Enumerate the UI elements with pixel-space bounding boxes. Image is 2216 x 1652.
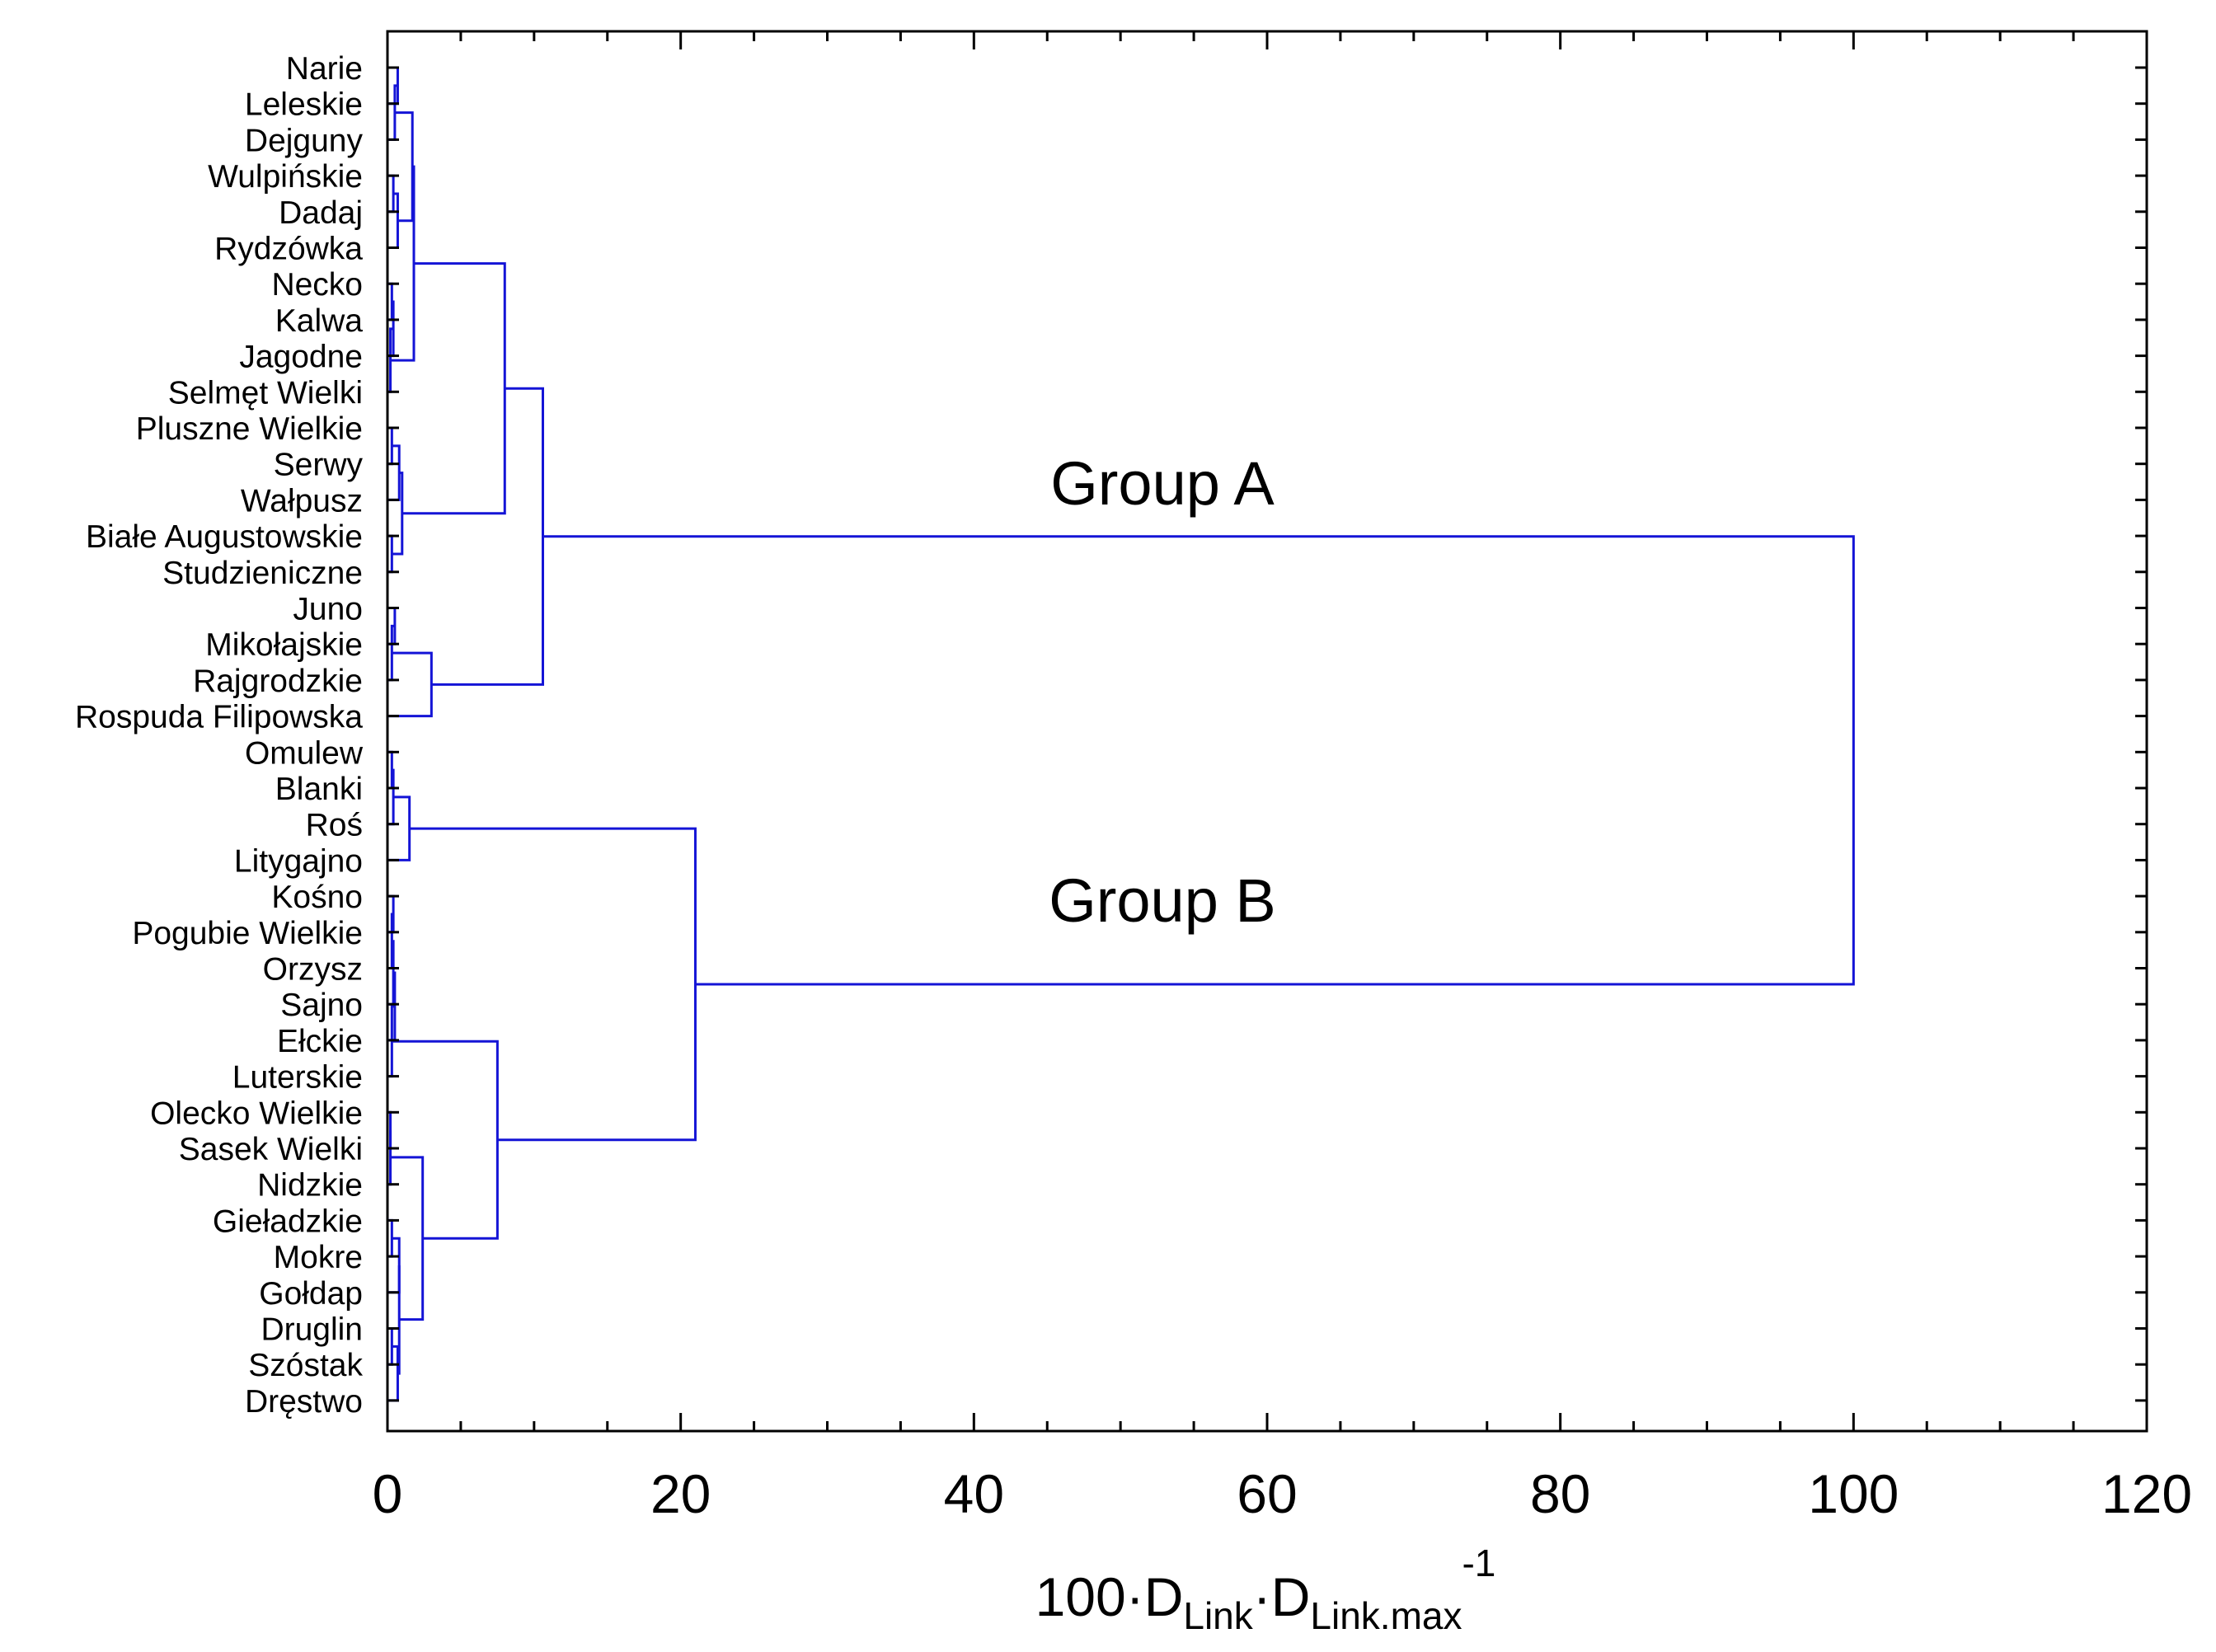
leaf-label: Gieładzkie bbox=[213, 1204, 363, 1239]
leaf-label: Blanki bbox=[275, 772, 363, 807]
leaf-label: Rydzówka bbox=[214, 232, 363, 267]
leaf-label: Dejguny bbox=[245, 123, 364, 158]
dendrogram-link bbox=[397, 1265, 401, 1375]
dendrogram-link bbox=[387, 795, 411, 861]
leaf-label: Pluszne Wielkie bbox=[136, 411, 363, 447]
leaf-label: Sasek Wielki bbox=[179, 1132, 363, 1167]
leaf-label: Serwy bbox=[274, 448, 364, 483]
dendrogram-link bbox=[387, 1237, 401, 1294]
leaf-label: Pogubie Wielkie bbox=[132, 916, 363, 951]
dendrogram-link bbox=[392, 1040, 499, 1240]
leaf-labels: NarieLeleskieDejgunyWulpińskieDadajRydzó… bbox=[75, 51, 364, 1420]
leaf-label: Litygajno bbox=[234, 843, 363, 879]
dendrogram-link bbox=[401, 262, 506, 515]
x-axis-title-sup: -1 bbox=[1462, 1542, 1495, 1584]
leaf-label: Białe Augustowskie bbox=[86, 519, 363, 555]
x-axis-title-sub2: Link.max bbox=[1310, 1594, 1462, 1637]
leaf-label: Studzieniczne bbox=[162, 556, 363, 591]
leaf-label: Orzysz bbox=[263, 952, 363, 988]
y-axis-ticks bbox=[387, 66, 2147, 1402]
leaf-label: Szóstak bbox=[248, 1348, 363, 1383]
x-tick-label: 120 bbox=[2101, 1463, 2192, 1524]
x-axis-title-sub1: Link bbox=[1183, 1594, 1253, 1637]
leaf-label: Dadaj bbox=[279, 195, 363, 231]
leaf-label: Leleskie bbox=[245, 87, 363, 123]
leaf-label: Omulew bbox=[245, 735, 364, 771]
dendrogram-link bbox=[542, 535, 1855, 986]
leaf-label: Kalwa bbox=[275, 303, 364, 339]
plot-frame bbox=[386, 30, 2148, 1433]
leaf-label: Narie bbox=[286, 51, 363, 87]
dendrogram-link bbox=[387, 444, 401, 501]
x-axis: 0 20 40 60 80 100 120 bbox=[373, 31, 2192, 1524]
x-tick-label: 80 bbox=[1530, 1463, 1590, 1524]
leaf-label: Rajgrodzkie bbox=[193, 664, 363, 699]
leaf-label: Juno bbox=[293, 592, 363, 627]
leaf-label: Jagodne bbox=[239, 340, 363, 375]
group-a-label: Group A bbox=[1050, 449, 1275, 518]
leaf-label: Rospuda Filipowska bbox=[75, 700, 363, 735]
leaf-label: Mikołajskie bbox=[205, 627, 363, 663]
dendrogram-link bbox=[392, 472, 404, 556]
leaf-label: Mokre bbox=[274, 1240, 363, 1275]
x-tick-label: 0 bbox=[373, 1463, 403, 1524]
leaf-label: Dręstwo bbox=[245, 1384, 363, 1420]
x-axis-title-mid: ·D bbox=[1253, 1566, 1311, 1627]
leaf-label: Olecko Wielkie bbox=[150, 1096, 363, 1131]
x-axis-title: 100·DLink·DLink.max-1 bbox=[1035, 1542, 1496, 1637]
group-b-label: Group B bbox=[1049, 866, 1276, 935]
leaf-label: Wałpusz bbox=[241, 483, 363, 519]
dendrogram-link bbox=[387, 651, 433, 718]
leaf-label: Nidzkie bbox=[257, 1168, 363, 1204]
leaf-label: Gołdap bbox=[259, 1276, 363, 1312]
leaf-label: Wulpińskie bbox=[208, 159, 363, 195]
leaf-label: Necko bbox=[271, 267, 363, 303]
x-tick-label: 100 bbox=[1808, 1463, 1899, 1524]
dendrogram-link bbox=[409, 827, 697, 1142]
leaf-label: Sajno bbox=[280, 988, 363, 1023]
leaf-label: Selmęt Wielki bbox=[168, 375, 363, 411]
dendrogram-links bbox=[387, 66, 1855, 1402]
leaf-label: Luterskie bbox=[232, 1060, 363, 1096]
leaf-label: Druglin bbox=[261, 1312, 363, 1348]
x-axis-title-base: 100·D bbox=[1035, 1566, 1184, 1627]
leaf-label: Roś bbox=[306, 808, 363, 843]
x-tick-label: 20 bbox=[650, 1463, 711, 1524]
leaf-label: Kośno bbox=[271, 880, 363, 915]
x-tick-label: 60 bbox=[1237, 1463, 1297, 1524]
leaf-label: Ełckie bbox=[277, 1024, 363, 1059]
x-tick-label: 40 bbox=[944, 1463, 1004, 1524]
dendrogram-link bbox=[431, 387, 545, 686]
